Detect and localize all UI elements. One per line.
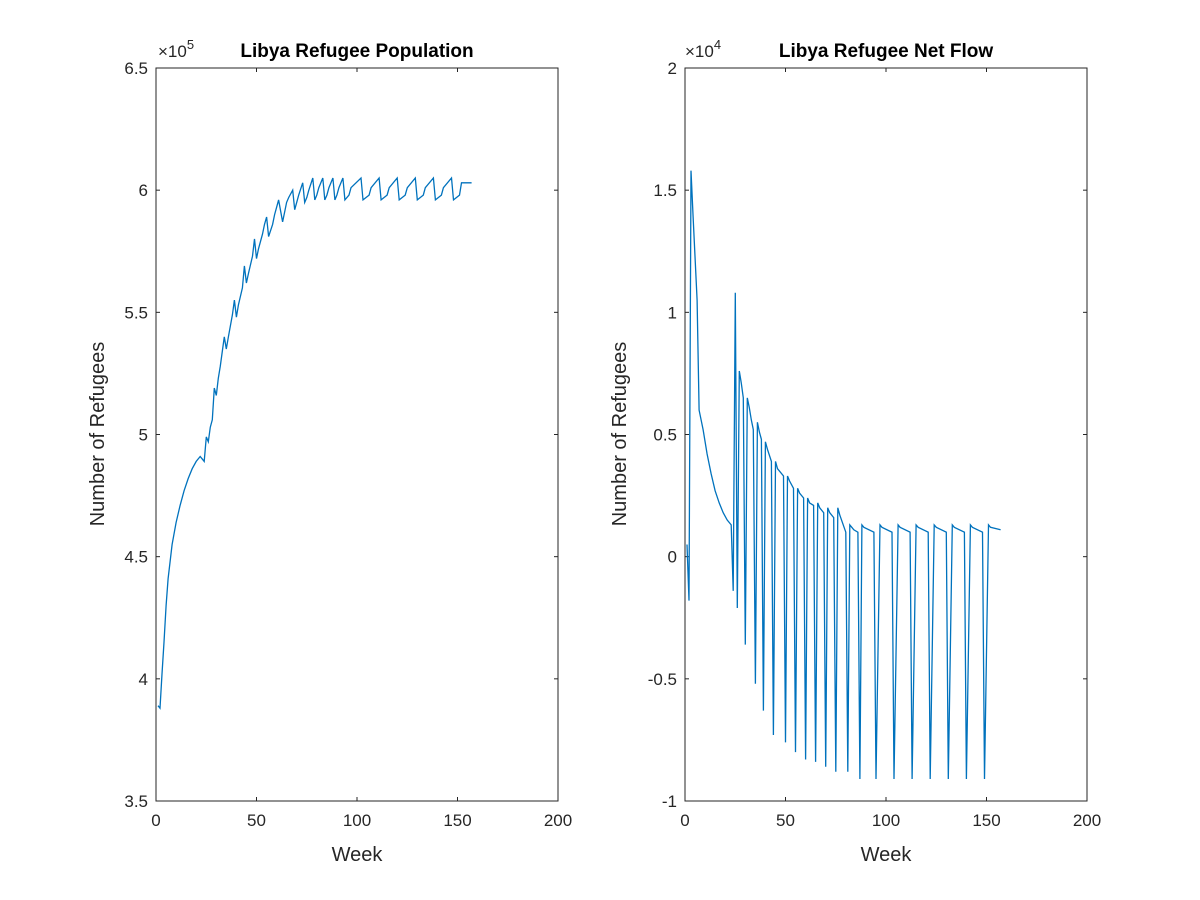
x-axis-label: Week [332, 844, 384, 866]
plot-area [685, 68, 1087, 801]
y-tick-label: 4.5 [124, 548, 148, 567]
y-axis-exponent-power: 5 [187, 37, 194, 52]
y-tick-label: 5.5 [124, 303, 148, 322]
x-tick-label: 150 [443, 811, 471, 830]
y-tick-label: -1 [662, 792, 677, 811]
plot-area [156, 68, 558, 801]
x-tick-label: 0 [151, 811, 160, 830]
x-tick-label: 100 [343, 811, 371, 830]
y-axis-exponent-power: 4 [714, 37, 721, 52]
chart-title: Libya Refugee Net Flow [779, 41, 994, 62]
x-tick-label: 150 [972, 811, 1000, 830]
y-axis-exponent: ×104 [685, 37, 721, 61]
y-tick-label: 1 [668, 303, 677, 322]
x-tick-label: 50 [247, 811, 266, 830]
population-chart: 0 50 100 150 200 3.5 4 4.5 5 5.5 6 6.5 Libya Refuge… [87, 37, 572, 866]
x-tick-label: 200 [544, 811, 572, 830]
y-tick-label: 5 [139, 426, 148, 445]
y-tick-label: -0.5 [648, 670, 677, 689]
y-tick-label: 6 [139, 181, 148, 200]
x-tick-label: 50 [776, 811, 795, 830]
y-tick-label: 0.5 [653, 426, 677, 445]
y-tick-label: 3.5 [124, 792, 148, 811]
series-line [686, 170, 1001, 780]
y-axis-multiplier: ×10 [685, 42, 714, 61]
y-tick-label: 0 [668, 548, 677, 567]
x-axis-label: Week [861, 844, 913, 866]
y-axis-exponent: ×105 [158, 37, 194, 61]
chart-title: Libya Refugee Population [240, 41, 473, 62]
y-tick-label: 1.5 [653, 181, 677, 200]
y-tick-label: 4 [139, 670, 148, 689]
y-axis-multiplier: ×10 [158, 42, 187, 61]
axes-box [684, 67, 1088, 802]
y-axis-label: Number of Refugees [87, 342, 109, 527]
axes-box [155, 67, 559, 802]
series-line [157, 176, 472, 710]
y-tick-label: 6.5 [124, 59, 148, 78]
x-tick-label: 0 [680, 811, 689, 830]
net-flow-chart: 0 50 100 150 200 -1 -0.5 0 0.5 1 1.5 2 Libya Refuge… [609, 37, 1101, 866]
x-tick-label: 200 [1073, 811, 1101, 830]
y-tick-label: 2 [668, 59, 677, 78]
x-tick-label: 100 [872, 811, 900, 830]
y-axis-label: Number of Refugees [609, 342, 631, 527]
